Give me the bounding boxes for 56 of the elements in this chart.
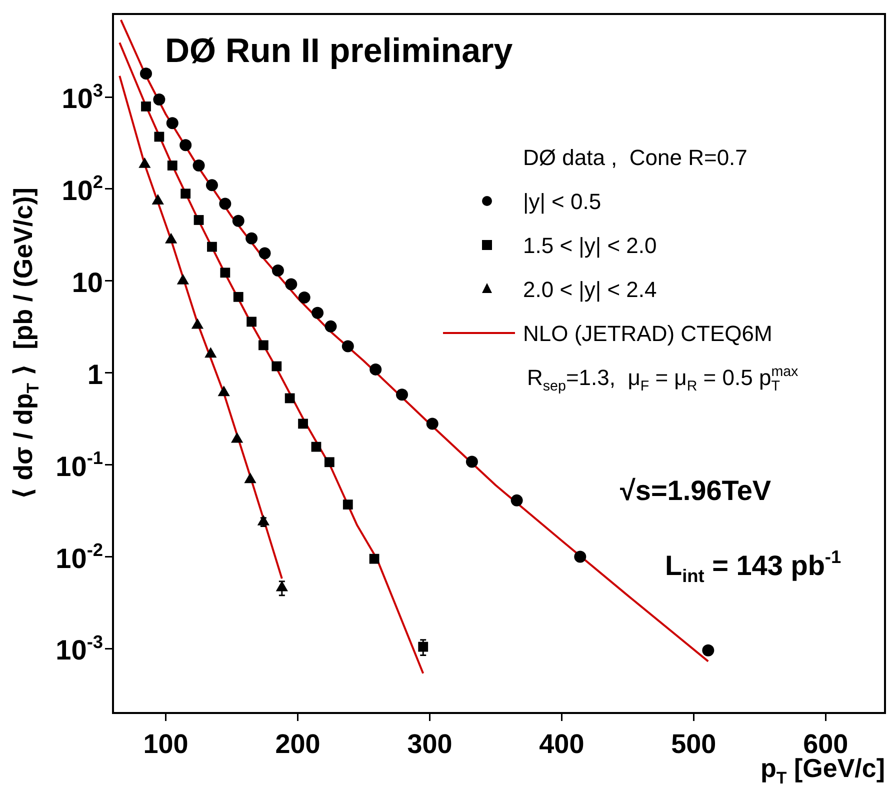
point	[324, 457, 334, 468]
x-tick-label: 400	[539, 729, 584, 759]
point	[219, 198, 232, 210]
legend-label: NLO (JETRAD) CTEQ6M	[523, 321, 772, 346]
point	[246, 232, 258, 244]
point	[426, 418, 438, 430]
x-tick-label: 200	[275, 729, 320, 759]
x-tick-label: 100	[143, 729, 188, 759]
legend-label: 1.5 < |y| < 2.0	[523, 233, 657, 258]
point	[396, 388, 408, 401]
point	[220, 268, 230, 278]
point	[574, 550, 586, 563]
point	[166, 117, 178, 130]
point	[702, 644, 714, 656]
point	[272, 361, 282, 372]
point	[246, 316, 257, 327]
point	[369, 554, 380, 564]
legend-label: 2.0 < |y| < 2.4	[523, 277, 657, 302]
y-tick-label: 10	[72, 266, 104, 298]
point	[141, 102, 151, 112]
point	[140, 68, 152, 80]
point	[233, 292, 244, 302]
point	[272, 264, 284, 276]
point	[342, 340, 354, 352]
x-tick-label: 300	[407, 729, 452, 759]
point	[285, 278, 298, 290]
point	[154, 132, 164, 142]
text: DØ Run II preliminary	[165, 32, 513, 70]
point	[510, 494, 523, 506]
point	[153, 94, 166, 106]
annotation: √s=1.96TeV	[620, 475, 772, 506]
point	[370, 363, 382, 376]
point	[284, 393, 295, 404]
legend-label: |y| < 0.5	[523, 189, 602, 214]
point	[311, 442, 322, 452]
point	[298, 292, 310, 304]
point	[232, 214, 244, 227]
point	[207, 242, 217, 252]
point	[192, 160, 205, 172]
point	[194, 215, 204, 225]
legend-title: DØ data , Cone R=0.7	[523, 145, 748, 170]
y-tick-label: 1	[87, 358, 104, 390]
point	[466, 456, 478, 468]
point	[324, 320, 337, 332]
point	[180, 188, 191, 199]
y-axis-title: ⟨ dσ / dpT ⟩ [pb / (GeV/c)]	[8, 188, 42, 500]
point	[258, 340, 268, 350]
point	[180, 139, 192, 152]
point	[298, 418, 308, 429]
x-tick-label: 500	[671, 729, 716, 759]
point	[258, 247, 271, 260]
point	[342, 500, 353, 510]
point	[312, 306, 324, 319]
x-tick-label: 600	[803, 729, 848, 759]
point	[206, 179, 218, 192]
point	[167, 160, 178, 170]
